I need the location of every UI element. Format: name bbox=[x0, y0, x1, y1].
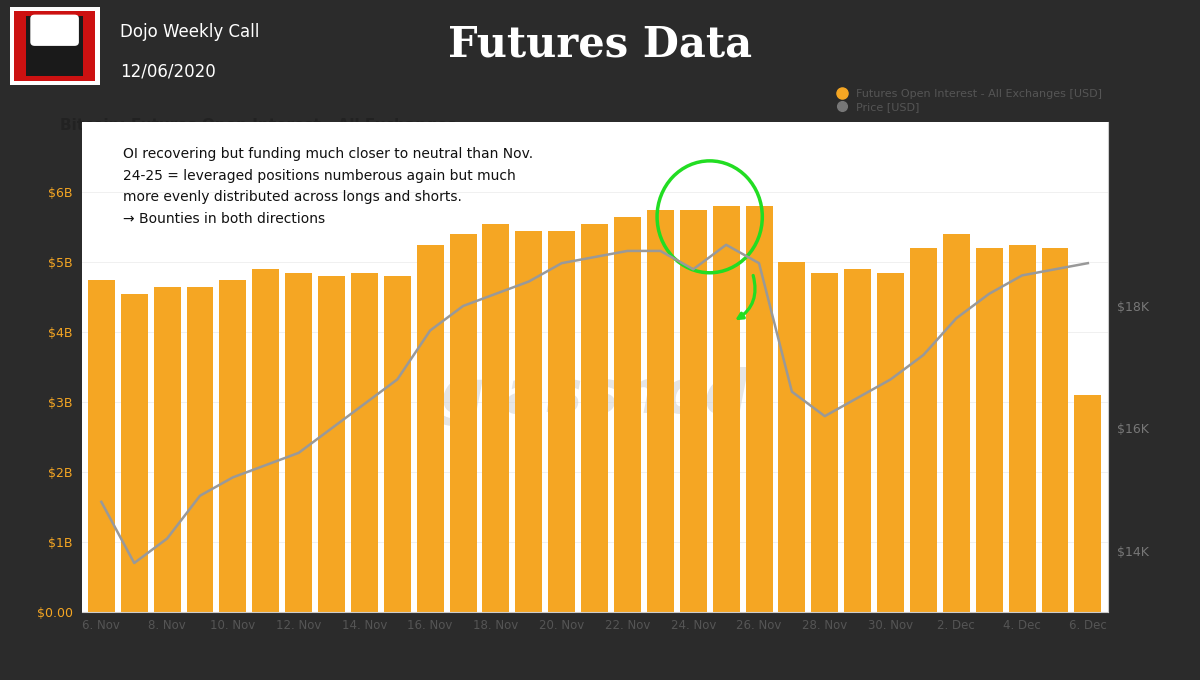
Bar bbox=[121, 294, 148, 612]
Text: 12/06/2020: 12/06/2020 bbox=[120, 63, 216, 80]
Bar bbox=[186, 287, 214, 612]
Bar bbox=[679, 210, 707, 612]
Bar bbox=[154, 287, 180, 612]
Bar bbox=[515, 231, 542, 612]
Bar bbox=[26, 16, 84, 75]
Text: Bitcoin: Futures Open Interest - All Exchanges: Bitcoin: Futures Open Interest - All Exc… bbox=[60, 118, 457, 133]
Bar bbox=[318, 276, 346, 612]
Bar bbox=[713, 206, 739, 612]
Text: Futures Data: Futures Data bbox=[448, 23, 752, 65]
Bar bbox=[779, 262, 805, 612]
Bar bbox=[1009, 245, 1036, 612]
Bar bbox=[88, 279, 115, 612]
Bar bbox=[1074, 395, 1102, 612]
Bar bbox=[416, 245, 444, 612]
Bar bbox=[844, 269, 871, 612]
Bar bbox=[943, 235, 970, 612]
Bar bbox=[1042, 248, 1068, 612]
Bar bbox=[220, 279, 246, 612]
Text: OI recovering but funding much closer to neutral than Nov.
24-25 = leveraged pos: OI recovering but funding much closer to… bbox=[122, 147, 533, 226]
Text: Dojo Weekly Call: Dojo Weekly Call bbox=[120, 23, 259, 41]
Legend: Futures Open Interest - All Exchanges [USD], Price [USD]: Futures Open Interest - All Exchanges [U… bbox=[830, 89, 1102, 112]
Bar bbox=[976, 248, 1003, 612]
Bar bbox=[384, 276, 410, 612]
Bar bbox=[647, 210, 674, 612]
Bar bbox=[252, 269, 280, 612]
Bar bbox=[581, 224, 608, 612]
FancyBboxPatch shape bbox=[30, 15, 79, 46]
Bar bbox=[910, 248, 937, 612]
Bar bbox=[614, 217, 641, 612]
Bar bbox=[286, 273, 312, 612]
Bar bbox=[548, 231, 575, 612]
Bar bbox=[350, 273, 378, 612]
Bar bbox=[450, 235, 476, 612]
Bar bbox=[877, 273, 904, 612]
Bar bbox=[811, 273, 839, 612]
Bar bbox=[745, 206, 773, 612]
Bar bbox=[482, 224, 510, 612]
Text: glassnod: glassnod bbox=[440, 367, 749, 426]
